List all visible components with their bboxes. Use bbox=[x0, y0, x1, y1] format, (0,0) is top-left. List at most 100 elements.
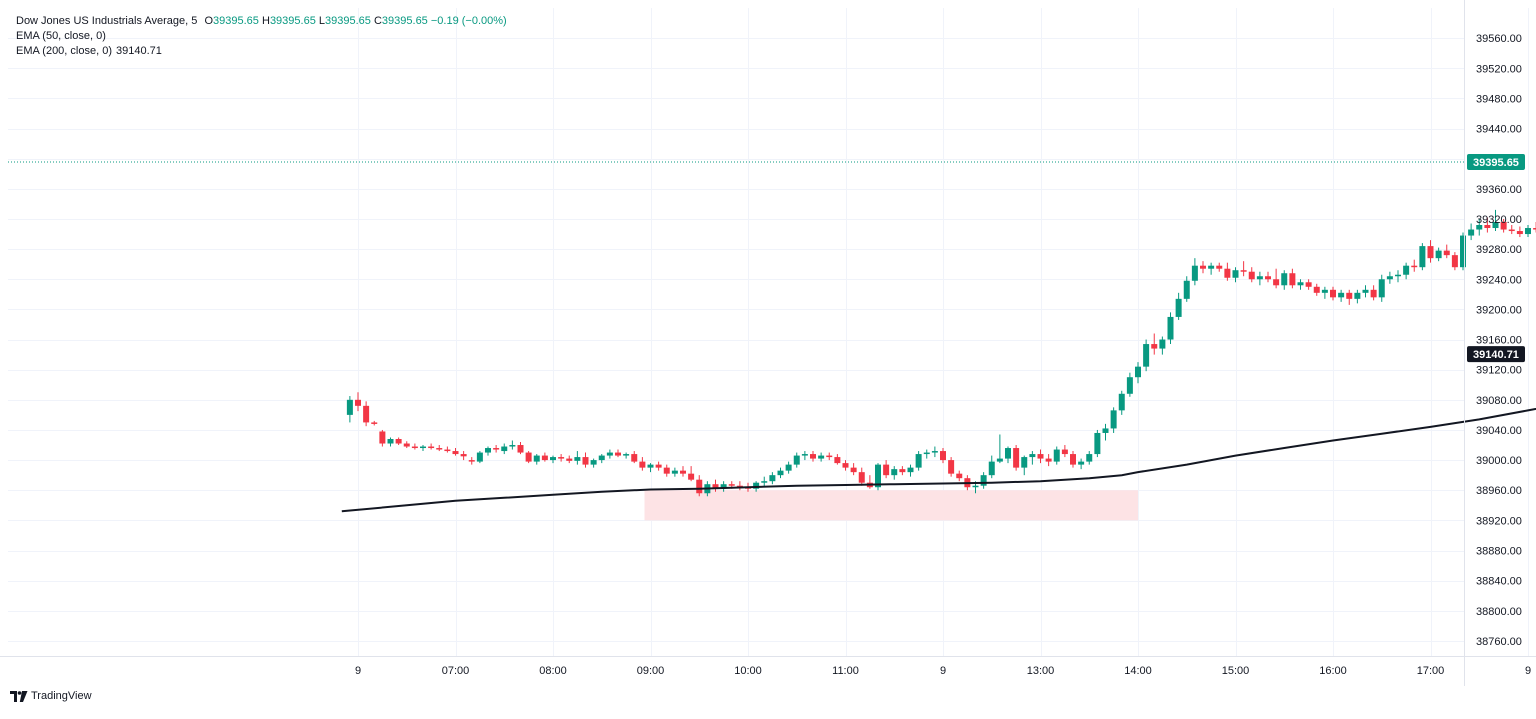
candle-body-up bbox=[753, 482, 760, 489]
x-axis-ticks: 9 07:00 08:00 09:00 10:00 11:00 9 13:00 14:00 15:… bbox=[355, 665, 1531, 677]
candle-body-up bbox=[761, 481, 768, 483]
support-zone bbox=[644, 490, 1138, 521]
x-tick-label: 9 bbox=[1525, 665, 1531, 677]
candle-body-down bbox=[363, 405, 370, 423]
x-tick-label: 17:00 bbox=[1417, 665, 1445, 677]
candle-body-up bbox=[671, 470, 678, 474]
candle-body-down bbox=[1037, 454, 1044, 459]
candle-body-up bbox=[647, 464, 654, 468]
y-tick-label: 38960.00 bbox=[1476, 485, 1522, 497]
candle-body-up bbox=[1468, 229, 1475, 236]
x-tick-label: 9 bbox=[940, 665, 946, 677]
y-tick-label: 39040.00 bbox=[1476, 425, 1522, 437]
candle-body-down bbox=[1427, 246, 1434, 259]
candle-body-up bbox=[1021, 457, 1028, 468]
candle-body-down bbox=[1200, 265, 1206, 269]
candle-body-up bbox=[818, 455, 825, 459]
candle-body-up bbox=[1281, 273, 1288, 286]
candle-body-down bbox=[1500, 221, 1507, 230]
support-zone-rect bbox=[644, 490, 1138, 521]
candle-body-up bbox=[720, 484, 727, 489]
candle-body-up bbox=[420, 446, 426, 449]
grid bbox=[8, 8, 1529, 656]
candle-body-up bbox=[1403, 265, 1410, 275]
candle-body-down bbox=[858, 472, 865, 483]
candle-body-up bbox=[1321, 289, 1328, 293]
candle-body-down bbox=[428, 446, 435, 449]
candle-body-up bbox=[387, 438, 394, 444]
candle-body-up bbox=[574, 457, 581, 461]
candles bbox=[346, 209, 1536, 497]
candle-body-up bbox=[1029, 454, 1036, 458]
candle-body-down bbox=[411, 446, 418, 449]
candle-body-down bbox=[712, 484, 719, 489]
candle-body-down bbox=[834, 457, 841, 464]
x-tick-label: 09:00 bbox=[637, 665, 665, 677]
y-tick-label: 38920.00 bbox=[1476, 515, 1522, 527]
candle-body-down bbox=[1273, 279, 1280, 286]
candle-body-down bbox=[1533, 228, 1536, 230]
candle-body-up bbox=[1525, 228, 1531, 235]
candle-body-up bbox=[1135, 366, 1141, 378]
candle-body-up bbox=[1395, 274, 1401, 277]
candle-body-down bbox=[403, 443, 410, 447]
candle-body-up bbox=[1256, 276, 1263, 280]
candle-body-down bbox=[1346, 292, 1353, 299]
candle-body-down bbox=[1451, 255, 1458, 268]
candle-body-down bbox=[1061, 449, 1068, 455]
last-price-badge-bg bbox=[1467, 153, 1525, 170]
x-tick-label: 11:00 bbox=[832, 665, 859, 677]
candle-body-down bbox=[1508, 229, 1515, 232]
x-tick-label: 07:00 bbox=[442, 665, 470, 677]
candle-body-down bbox=[899, 469, 906, 473]
candle-body-up bbox=[606, 452, 613, 456]
candle-body-up bbox=[1435, 250, 1442, 259]
candle-body-up bbox=[533, 455, 540, 462]
candle-body-up bbox=[346, 399, 353, 415]
candle-body-down bbox=[1224, 268, 1231, 278]
y-tick-label: 39160.00 bbox=[1476, 335, 1522, 347]
candle-body-up bbox=[501, 446, 508, 452]
y-tick-label: 39240.00 bbox=[1476, 274, 1522, 286]
y-tick-label: 39360.00 bbox=[1476, 184, 1522, 196]
candle-body-up bbox=[623, 454, 630, 456]
candle-body-down bbox=[582, 457, 589, 465]
candle-body-up bbox=[891, 469, 898, 476]
y-tick-label: 39200.00 bbox=[1476, 304, 1522, 316]
candle-body-up bbox=[485, 448, 491, 453]
candle-body-down bbox=[639, 461, 646, 468]
candle-body-down bbox=[566, 458, 573, 461]
candle-body-down bbox=[1305, 282, 1312, 287]
x-tick-label: 15:00 bbox=[1222, 665, 1250, 677]
candle-body-up bbox=[915, 454, 922, 468]
candle-body-down bbox=[371, 422, 378, 424]
candle-body-down bbox=[1045, 458, 1052, 462]
candle-body-down bbox=[355, 399, 361, 406]
candle-body-down bbox=[395, 438, 402, 444]
x-tick-label: 13:00 bbox=[1027, 665, 1055, 677]
y-tick-label: 39080.00 bbox=[1476, 395, 1522, 407]
y-tick-label: 39000.00 bbox=[1476, 455, 1522, 467]
y-tick-label: 38840.00 bbox=[1476, 576, 1522, 588]
candle-body-up bbox=[1167, 316, 1174, 340]
candle-body-up bbox=[1338, 292, 1345, 298]
y-tick-label: 38760.00 bbox=[1476, 636, 1522, 648]
tradingview-logo[interactable]: TradingView bbox=[10, 690, 92, 702]
y-tick-label: 39120.00 bbox=[1476, 365, 1522, 377]
candle-body-up bbox=[1078, 461, 1085, 465]
candle-body-up bbox=[1354, 292, 1361, 299]
candle-body-up bbox=[476, 452, 483, 462]
candle-body-up bbox=[777, 470, 784, 476]
candle-body-up bbox=[801, 454, 808, 456]
y-tick-label: 39440.00 bbox=[1476, 124, 1522, 136]
candle-body-down bbox=[525, 452, 532, 462]
price-badges: 39395.65 39140.71 bbox=[8, 153, 1525, 363]
candle-body-down bbox=[436, 448, 443, 450]
candle-body-down bbox=[517, 445, 524, 453]
candle-body-up bbox=[1460, 235, 1466, 268]
candle-body-up bbox=[1143, 344, 1150, 367]
candle-body-down bbox=[615, 452, 621, 456]
candle-body-up bbox=[1386, 276, 1393, 280]
